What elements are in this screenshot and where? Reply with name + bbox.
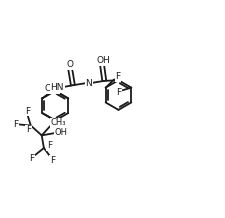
Text: OH: OH <box>96 56 110 65</box>
Text: F: F <box>26 125 31 135</box>
Text: F: F <box>25 107 30 116</box>
Text: O: O <box>67 60 74 69</box>
Text: N: N <box>85 78 92 88</box>
Text: CH₃: CH₃ <box>51 118 66 128</box>
Text: F: F <box>50 156 55 165</box>
Text: F: F <box>116 88 121 97</box>
Text: HN: HN <box>50 83 64 92</box>
Text: F: F <box>115 72 120 81</box>
Text: F: F <box>29 154 34 163</box>
Text: F: F <box>13 120 18 129</box>
Text: OH: OH <box>55 128 68 137</box>
Text: F: F <box>47 141 52 150</box>
Text: CH₃: CH₃ <box>44 84 59 93</box>
